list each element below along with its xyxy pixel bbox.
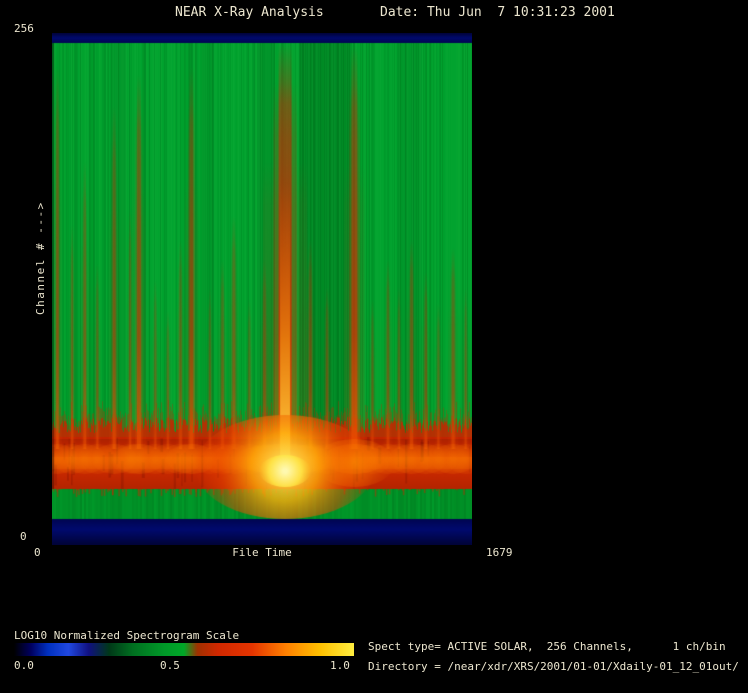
colorbar-gradient bbox=[14, 643, 354, 656]
y-axis-title: Channel # ---> bbox=[34, 201, 47, 315]
directory-line: Directory = /near/xdr/XRS/2001/01-01/Xda… bbox=[368, 660, 739, 673]
colorbar-tick-max: 1.0 bbox=[330, 659, 350, 672]
x-axis-title: File Time bbox=[232, 546, 292, 559]
x-axis-min-label: 0 bbox=[34, 546, 41, 559]
app-title: NEAR X-Ray Analysis bbox=[175, 5, 324, 20]
spectrogram-heatmap bbox=[52, 33, 472, 545]
spect-type-line: Spect type= ACTIVE SOLAR, 256 Channels, … bbox=[368, 640, 726, 653]
y-axis-min-label: 0 bbox=[20, 530, 27, 543]
y-axis-max-label: 256 bbox=[14, 22, 34, 35]
colorbar-tick-mid: 0.5 bbox=[160, 659, 180, 672]
date-label: Date: Thu Jun 7 10:31:23 2001 bbox=[380, 5, 615, 20]
colorbar-title: LOG10 Normalized Spectrogram Scale bbox=[14, 629, 240, 642]
colorbar-tick-min: 0.0 bbox=[14, 659, 34, 672]
x-axis-max-label: 1679 bbox=[486, 546, 513, 559]
